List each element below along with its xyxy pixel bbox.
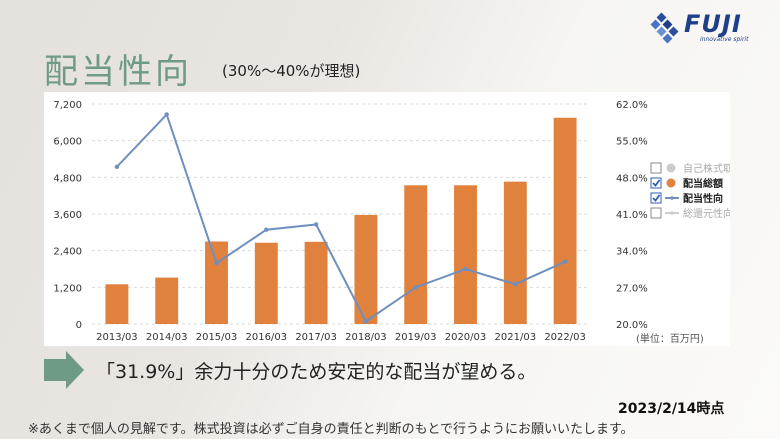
logo-text: FUJI <box>684 10 742 38</box>
y-left-tick-label: 3,600 <box>53 210 82 221</box>
legend-marker-dot <box>666 178 676 188</box>
x-tick-label: 2016/03 <box>246 332 288 343</box>
y-left-tick-label: 2,400 <box>53 247 82 258</box>
x-tick-label: 2019/03 <box>395 332 437 343</box>
bar-dividend-total <box>454 185 477 324</box>
legend-item[interactable]: 自己株式取得 <box>650 162 743 175</box>
y-left-tick-label: 0 <box>76 320 82 331</box>
y-right-tick-label: 20.0% <box>616 320 648 331</box>
legend-label: 自己株式取得 <box>683 162 730 175</box>
x-tick-label: 2017/03 <box>295 332 337 343</box>
y-right-tick-label: 27.0% <box>616 283 648 294</box>
point-payout-ratio <box>363 319 369 324</box>
arrow-right-icon <box>44 351 84 389</box>
legend-checkbox[interactable] <box>650 177 662 189</box>
page-subtitle: (30%〜40%が理想) <box>222 62 361 80</box>
legend-label: 配当性向 <box>683 192 723 205</box>
point-payout-ratio <box>214 261 219 266</box>
y-right-tick-label: 55.0% <box>616 137 648 148</box>
point-payout-ratio <box>513 281 518 287</box>
legend-item[interactable]: 配当性向 <box>650 192 723 205</box>
x-tick-label: 2015/03 <box>196 332 238 343</box>
y-right-tick-label: 48.0% <box>616 173 648 184</box>
point-payout-ratio <box>264 227 269 232</box>
bar-dividend-total <box>304 241 328 324</box>
x-tick-label: 2022/03 <box>544 332 586 343</box>
bar-dividend-total <box>205 241 228 324</box>
point-payout-ratio <box>164 112 169 117</box>
line-payout-ratio <box>116 112 566 323</box>
legend-checkbox[interactable] <box>650 162 662 174</box>
dividend-chart: 7,200 6,000 4,800 3,600 2,400 1,200 0 62.0% 55.… <box>53 100 743 345</box>
page-title: 配当性向 <box>44 52 192 92</box>
point-payout-ratio <box>313 222 319 227</box>
legend-checkbox[interactable] <box>650 207 662 219</box>
bar-dividend-total <box>503 181 527 324</box>
x-tick-label: 2014/03 <box>146 332 188 343</box>
y-left-tick-label: 7,200 <box>53 100 82 111</box>
bar-dividend-total <box>105 284 129 324</box>
legend-checkbox[interactable] <box>650 192 662 204</box>
legend-item[interactable]: 配当総額 <box>650 177 723 190</box>
disclaimer-text: ※あくまで個人の見解です。株式投資は必ずご自身の責任と判断のもとで行うようにお願… <box>28 422 634 437</box>
bar-dividend-total <box>155 277 179 324</box>
y-left-tick-label: 4,800 <box>53 173 82 184</box>
legend-item[interactable]: 総還元性向 <box>650 207 733 220</box>
bar-dividend-total <box>254 242 278 324</box>
legend-label: 総還元性向 <box>683 207 730 220</box>
point-payout-ratio <box>562 259 568 264</box>
bar-dividend-total <box>354 214 378 324</box>
logo-tagline: innovative spirit <box>700 36 749 43</box>
x-tick-label: 2020/03 <box>445 332 487 343</box>
callout-text: 「31.9%」余力十分のため安定的な配当が望める。 <box>96 361 537 383</box>
y-left-tick-label: 1,200 <box>53 283 82 294</box>
x-tick-label: 2018/03 <box>345 332 387 343</box>
fuji-logo-icon <box>650 12 679 44</box>
as-of-date: 2023/2/14時点 <box>618 401 725 417</box>
x-tick-label: 2021/03 <box>495 332 537 343</box>
y-right-tick-label: 41.0% <box>616 210 648 221</box>
point-payout-ratio <box>463 266 468 272</box>
legend-marker-dot <box>670 211 674 215</box>
x-tick-label: 2013/03 <box>96 332 138 343</box>
bar-dividend-total <box>404 185 428 324</box>
legend-marker-dot <box>666 163 676 173</box>
legend-marker-dot <box>670 196 674 200</box>
y-right-tick-label: 62.0% <box>616 100 648 111</box>
checkmark-icon <box>652 194 661 202</box>
y-left-tick-label: 6,000 <box>53 137 82 148</box>
legend-label: 配当総額 <box>683 177 723 190</box>
bar-dividend-total <box>553 117 577 324</box>
checkmark-icon <box>652 179 661 187</box>
point-payout-ratio <box>114 164 120 170</box>
point-payout-ratio <box>413 285 418 290</box>
chart-panel: 7,200 6,000 4,800 3,600 2,400 1,200 0 62.0% 55.… <box>44 92 743 346</box>
unit-label: (単位：百万円) <box>636 332 704 345</box>
y-right-tick-label: 34.0% <box>616 247 648 258</box>
